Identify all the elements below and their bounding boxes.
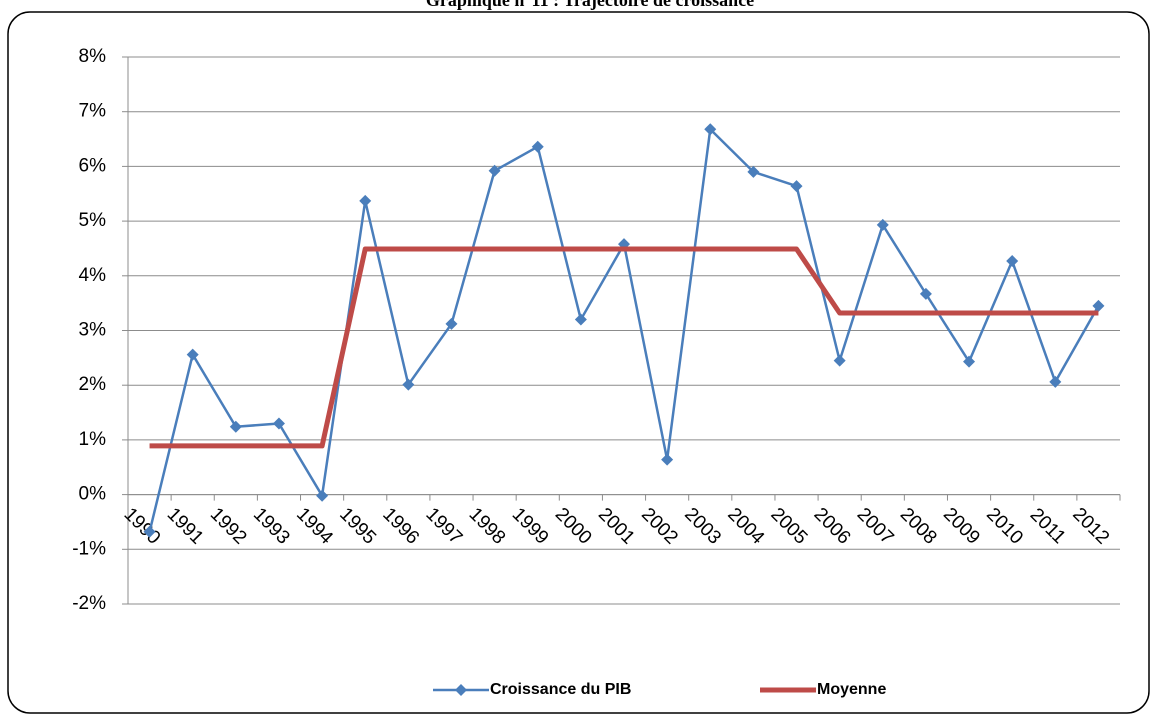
data-point [272,417,285,430]
y-tick-label: 4% [79,265,107,286]
data-point [316,489,329,502]
chart-frame [7,11,1150,714]
series-line [149,246,1099,449]
y-tick-label: 7% [79,101,107,122]
data-point [531,140,544,153]
y-tick-label: 0% [79,484,107,505]
legend-marker [455,684,467,696]
data-point [747,165,760,178]
data-point [143,525,156,538]
data-point [488,164,501,177]
data-point [574,313,587,326]
data-point [919,287,932,300]
y-tick-label: 5% [79,210,107,231]
data-point [833,354,846,367]
data-point [876,218,889,231]
data-point [229,420,242,433]
chart-title: Graphique n°11 : Trajectoire de croissan… [426,0,754,10]
legend-label: Croissance du PIB [490,681,631,698]
y-tick-label: 2% [79,374,107,395]
data-point [1092,299,1105,312]
data-point [1006,255,1019,268]
data-point [963,355,976,368]
data-point [704,123,717,136]
y-tick-label: 3% [79,320,107,341]
data-point [402,378,415,391]
data-point [359,194,372,207]
data-point [790,180,803,193]
legend-label: Moyenne [817,681,886,698]
data-point [445,317,458,330]
y-tick-label: 6% [79,155,107,176]
y-tick-label: -2% [72,593,106,614]
data-point [186,348,199,361]
data-point [661,453,674,466]
y-tick-label: -1% [72,538,106,559]
y-tick-label: 8% [79,46,107,67]
y-tick-label: 1% [79,429,107,450]
data-point [1049,375,1062,388]
